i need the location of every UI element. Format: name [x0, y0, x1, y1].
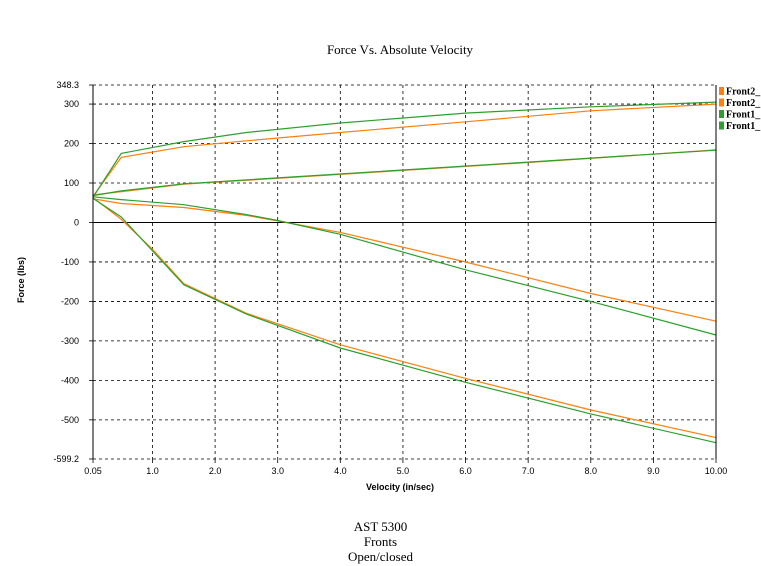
y-tick-label: -599.2 [53, 454, 79, 464]
series-layer [92, 101, 717, 444]
y-tick-label: -200 [61, 296, 79, 306]
plot-frame [89, 84, 717, 463]
chart-title: Force Vs. Absolute Velocity [327, 42, 474, 57]
series-line-1 [92, 103, 717, 197]
y-tick-label: 300 [64, 99, 79, 109]
y-tick-label: -300 [61, 336, 79, 346]
legend-label: Front2_ [726, 98, 761, 109]
x-tick-label: 10.00 [705, 466, 728, 476]
caption-line-1: AST 5300 [353, 519, 408, 534]
x-tick-label: 6.0 [459, 466, 472, 476]
legend-swatch [719, 98, 724, 107]
caption-line-2: Fronts [363, 534, 398, 549]
y-tick-label: -500 [61, 415, 79, 425]
series-line-3 [92, 198, 717, 322]
y-tick-label: 348.3 [56, 80, 79, 90]
x-tick-label: 0.05 [84, 466, 102, 476]
y-tick-label: 200 [64, 139, 79, 149]
legend-label: Front1_ [726, 121, 761, 132]
series-line-5 [92, 101, 717, 198]
legend-swatch [719, 87, 724, 95]
x-tick-label: 7.0 [522, 466, 535, 476]
series-line-8 [92, 197, 717, 444]
legend-swatch [719, 110, 724, 118]
y-tick-label: 0 [74, 217, 79, 227]
legend-label: Front2_ [726, 87, 761, 98]
series-line-7 [92, 196, 717, 336]
x-axis-label: Velocity (in/sec) [366, 482, 434, 492]
y-axis-label: Force (lbs) [16, 257, 26, 303]
grid-layer [93, 85, 716, 459]
x-tick-label: 3.0 [271, 466, 284, 476]
series-line-4 [92, 197, 717, 439]
tick-labels: 0.05 1.0 2.0 3.0 4.0 5.0 6.0 7.0 8.0 9.0 10.00 348.… [53, 80, 727, 476]
x-tick-label: 1.0 [146, 466, 159, 476]
caption-line-3: Open/closed [348, 549, 413, 564]
legend-label: Front1_ [726, 110, 761, 121]
x-tick-label: 8.0 [585, 466, 598, 476]
y-tick-label: 100 [64, 178, 79, 188]
y-tick-label: -100 [61, 257, 79, 267]
x-tick-label: 9.0 [647, 466, 660, 476]
series-line-6 [92, 149, 717, 197]
x-tick-label: 5.0 [397, 466, 410, 476]
x-tick-label: 2.0 [209, 466, 222, 476]
legend: Front2_Front2_Front1_Front1_ [719, 87, 761, 132]
legend-swatch [719, 121, 724, 130]
y-tick-label: -400 [61, 375, 79, 385]
x-tick-label: 4.0 [334, 466, 347, 476]
